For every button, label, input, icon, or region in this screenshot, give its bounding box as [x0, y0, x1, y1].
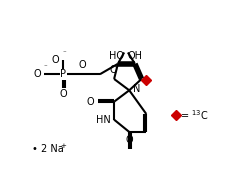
Text: O: O	[52, 55, 59, 65]
Text: • 2 Na: • 2 Na	[32, 144, 63, 154]
Text: ⁻: ⁻	[43, 65, 47, 70]
Text: O: O	[33, 69, 40, 79]
Text: O: O	[78, 60, 85, 70]
Text: HN: HN	[95, 115, 110, 125]
Text: +: +	[60, 143, 65, 149]
Text: = $^{13}$C: = $^{13}$C	[179, 108, 208, 122]
Text: O: O	[87, 97, 94, 107]
Text: HO: HO	[108, 50, 123, 61]
Text: P: P	[60, 69, 66, 79]
Text: OH: OH	[127, 50, 142, 61]
Text: O: O	[109, 65, 116, 75]
Text: O: O	[59, 89, 67, 99]
Text: N: N	[132, 84, 140, 94]
Text: ⁻: ⁻	[62, 50, 66, 56]
Text: O: O	[125, 135, 133, 145]
